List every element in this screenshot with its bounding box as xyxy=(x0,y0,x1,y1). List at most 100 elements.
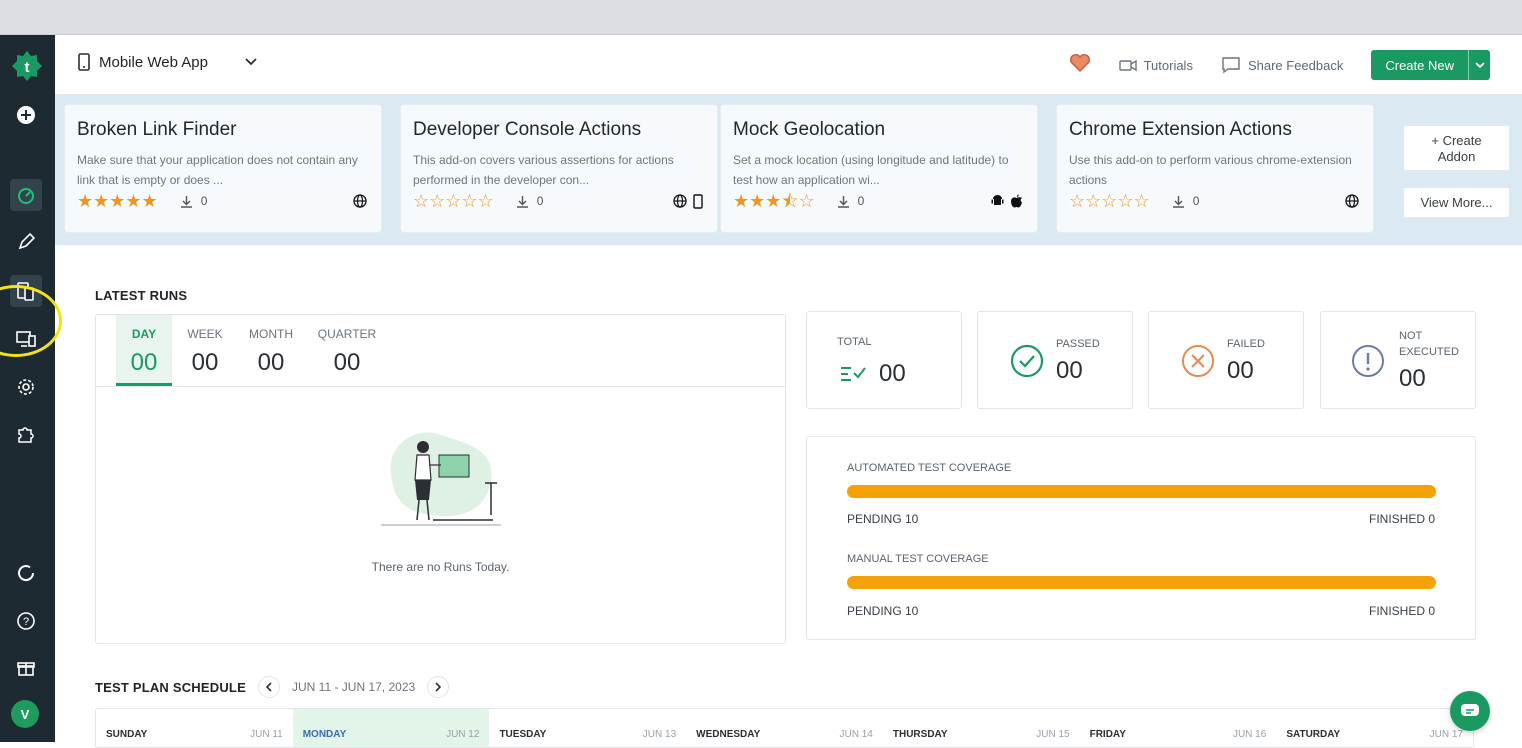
tab-label: MONTH xyxy=(249,327,293,341)
sidebar: t ? V xyxy=(0,35,62,742)
addon-card[interactable]: Developer Console Actions This add-on co… xyxy=(400,104,718,233)
tab-quarter[interactable]: QUARTER 00 xyxy=(304,315,390,386)
automated-coverage-label: AUTOMATED TEST COVERAGE xyxy=(847,462,1012,474)
download-count-value: 0 xyxy=(857,194,865,208)
tab-value: 00 xyxy=(191,349,219,376)
svg-text:t: t xyxy=(25,59,30,76)
addon-title: Broken Link Finder xyxy=(77,119,237,140)
check-circle-icon xyxy=(1010,344,1044,378)
tutorials-label: Tutorials xyxy=(1143,57,1193,73)
download-icon xyxy=(837,195,849,208)
tutorials-link[interactable]: Tutorials xyxy=(1118,57,1193,73)
download-icon xyxy=(180,195,192,208)
avatar[interactable]: V xyxy=(11,700,39,728)
gift-icon[interactable] xyxy=(10,652,42,684)
rating-stars: ★★★★★ xyxy=(77,191,158,211)
chat-icon xyxy=(1222,57,1240,74)
previous-week-button[interactable] xyxy=(258,676,280,698)
schedule-day[interactable]: TUESDAY JUN 13 xyxy=(489,709,686,747)
mobile-icon xyxy=(78,53,90,71)
stat-label: NOT EXECUTED xyxy=(1399,328,1459,360)
run-icon[interactable] xyxy=(10,323,42,355)
empty-runs-message: There are no Runs Today. xyxy=(371,560,510,574)
view-more-button[interactable]: View More... xyxy=(1403,187,1510,218)
day-name: TUESDAY xyxy=(499,729,547,740)
tab-week[interactable]: WEEK 00 xyxy=(172,315,238,386)
addon-title: Mock Geolocation xyxy=(733,119,886,140)
create-addon-label: + Create xyxy=(1431,133,1482,148)
settings-icon[interactable] xyxy=(10,371,42,403)
add-icon[interactable] xyxy=(10,99,42,131)
day-name: SATURDAY xyxy=(1286,729,1341,740)
edit-icon[interactable] xyxy=(10,226,42,258)
rating-stars: ☆☆☆☆☆ xyxy=(1069,191,1150,211)
schedule-day[interactable]: SUNDAY JUN 11 xyxy=(96,709,293,747)
total-stat-card[interactable]: TOTAL 00 xyxy=(806,311,962,409)
failed-stat-card[interactable]: FAILED 00 xyxy=(1148,311,1304,409)
rating-stars: ★★★⯪☆ xyxy=(733,191,815,211)
tab-day[interactable]: DAY 00 xyxy=(116,315,172,386)
refresh-icon[interactable] xyxy=(10,557,42,589)
tab-label: DAY xyxy=(131,327,157,341)
schedule-day[interactable]: WEDNESDAY JUN 14 xyxy=(686,709,883,747)
next-week-button[interactable] xyxy=(427,676,450,698)
day-name: FRIDAY xyxy=(1089,729,1126,740)
test-plan-schedule-title: TEST PLAN SCHEDULE xyxy=(95,680,246,695)
addon-card[interactable]: Chrome Extension Actions Use this add-on… xyxy=(1056,104,1374,233)
tab-label: WEEK xyxy=(187,327,223,341)
heart-icon[interactable] xyxy=(1069,53,1091,78)
chevron-left-icon xyxy=(265,682,272,692)
testsigma-logo-icon[interactable]: t xyxy=(11,50,43,82)
stat-label-line: EXECUTED xyxy=(1399,346,1459,358)
app-selector[interactable]: Mobile Web App xyxy=(77,53,258,71)
chevron-down-icon xyxy=(245,58,257,66)
schedule-day[interactable]: THURSDAY JUN 15 xyxy=(883,709,1080,747)
create-new-label[interactable]: Create New xyxy=(1371,50,1468,80)
addon-card[interactable]: Broken Link Finder Make sure that your a… xyxy=(64,104,382,233)
svg-text:?: ? xyxy=(23,616,29,628)
automated-pending: PENDING 10 xyxy=(847,512,919,526)
android-icon xyxy=(991,195,1004,205)
day-name: MONDAY xyxy=(302,729,347,740)
create-dropdown-button[interactable] xyxy=(1468,50,1490,80)
addon-description: This add-on covers various assertions fo… xyxy=(413,153,674,187)
tab-month[interactable]: MONTH 00 xyxy=(238,315,304,386)
day-date: JUN 11 xyxy=(250,729,283,740)
share-feedback-link[interactable]: Share Feedback xyxy=(1221,56,1343,74)
chat-support-button[interactable] xyxy=(1450,691,1490,731)
schedule-day[interactable]: SATURDAY JUN 17 xyxy=(1276,709,1473,747)
download-count: 0 xyxy=(1172,194,1200,208)
tab-value: 00 xyxy=(130,349,158,376)
stat-label: TOTAL xyxy=(837,336,872,348)
manual-finished: FINISHED 0 xyxy=(1368,604,1435,618)
addon-card[interactable]: Mock Geolocation Set a mock location (us… xyxy=(720,104,1038,233)
automated-finished: FINISHED 0 xyxy=(1368,512,1435,526)
schedule-day[interactable]: FRIDAY JUN 16 xyxy=(1080,709,1277,747)
day-date: JUN 15 xyxy=(1036,729,1070,740)
download-count-value: 0 xyxy=(536,194,544,208)
globe-icon xyxy=(1345,194,1359,208)
globe-icon xyxy=(353,194,367,208)
create-addon-button[interactable]: + Create Addon xyxy=(1403,125,1510,171)
coverage-panel: AUTOMATED TEST COVERAGE PENDING 10 FINIS… xyxy=(806,436,1476,640)
chevron-right-icon xyxy=(435,682,442,692)
dashboard-icon[interactable] xyxy=(10,179,42,211)
day-date: JUN 13 xyxy=(642,729,677,740)
download-count-value: 0 xyxy=(200,194,208,208)
empty-state-illustration xyxy=(381,425,501,535)
not-executed-stat-card[interactable]: NOT EXECUTED 00 xyxy=(1320,311,1476,409)
video-icon xyxy=(1118,59,1137,71)
passed-stat-card[interactable]: PASSED 00 xyxy=(977,311,1133,409)
create-new-button[interactable]: Create New xyxy=(1371,50,1490,80)
browser-chrome xyxy=(0,0,1522,35)
schedule-day-today[interactable]: MONDAY JUN 12 xyxy=(292,709,490,747)
top-header: Mobile Web App Tutorials Share Feedback … xyxy=(55,35,1522,95)
help-icon[interactable]: ? xyxy=(10,605,42,637)
download-icon xyxy=(1172,195,1184,208)
latest-runs-panel: DAY 00 WEEK 00 MONTH 00 QUARTER 00 xyxy=(95,314,786,644)
manual-pending: PENDING 10 xyxy=(847,604,919,618)
addons-icon[interactable] xyxy=(10,418,42,450)
download-count-value: 0 xyxy=(1192,194,1200,208)
close-circle-icon xyxy=(1182,345,1214,377)
alert-circle-icon xyxy=(1352,345,1384,377)
